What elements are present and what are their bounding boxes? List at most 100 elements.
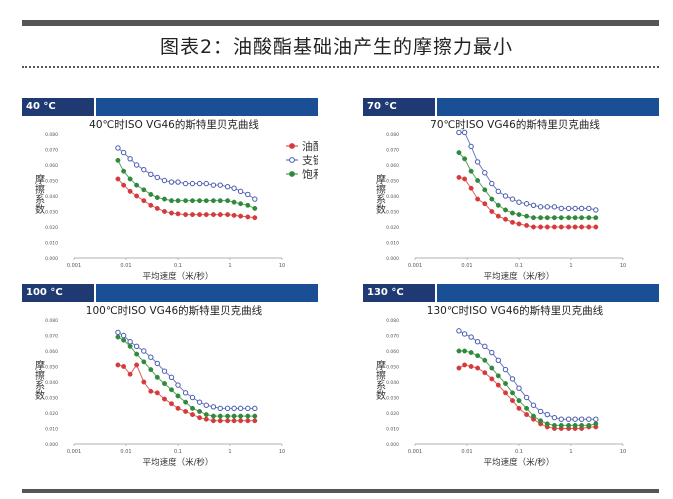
data-point-series1-14	[210, 404, 217, 410]
data-point-series0-17	[231, 418, 237, 424]
data-point-series0-10	[524, 412, 530, 418]
series-line-1	[458, 330, 596, 420]
data-point-series2-10	[183, 198, 189, 204]
data-point-series0-15	[217, 418, 223, 424]
data-point-series1-7	[161, 177, 168, 184]
data-point-series2-18	[238, 413, 244, 419]
data-point-series1-13	[544, 411, 550, 418]
data-point-series2-15	[558, 215, 564, 221]
data-point-series1-16	[565, 416, 572, 422]
data-point-series0-11	[531, 224, 536, 230]
data-point-series0-6	[154, 205, 160, 211]
data-point-series1-20	[252, 196, 258, 202]
x-axis-label: 平均速度（米/秒）	[143, 271, 214, 282]
data-point-series2-6	[495, 373, 501, 379]
data-point-series2-19	[586, 215, 592, 221]
data-point-series2-11	[190, 198, 195, 204]
data-point-series0-0	[115, 362, 121, 368]
data-point-series2-1	[462, 156, 468, 162]
data-point-series2-20	[252, 205, 258, 211]
dotted-divider	[22, 66, 659, 68]
data-point-series1-18	[578, 416, 585, 422]
data-point-series1-1	[461, 129, 468, 136]
chart-panel-40c: 40 °C 40℃时ISO VG46的斯特里贝克曲线 0.000 0.010 0.02…	[22, 98, 318, 286]
data-point-series2-10	[183, 399, 189, 405]
data-point-series2-4	[141, 187, 147, 193]
y-tick-label: 0.030	[45, 210, 58, 216]
data-point-series0-2	[468, 364, 474, 369]
data-point-series2-15	[558, 422, 564, 428]
x-tick-label: 0.001	[408, 263, 422, 269]
data-point-series0-6	[154, 390, 160, 396]
panel-header: 130 °C	[363, 284, 659, 302]
legend-label: 支链酯	[302, 153, 318, 167]
data-point-series2-5	[148, 192, 154, 197]
panel-header: 40 °C	[22, 98, 318, 116]
data-point-series1-13	[203, 180, 209, 187]
data-point-series2-5	[148, 367, 154, 373]
y-tick-label: 0.000	[386, 256, 399, 262]
data-point-series0-10	[524, 223, 530, 228]
chart-panel-70c: 70 °C 70℃时ISO VG46的斯特里贝克曲线 0.000 0.010 0.02…	[363, 98, 659, 286]
data-point-series1-19	[586, 416, 592, 422]
data-point-series2-10	[524, 213, 530, 219]
data-point-series2-0	[456, 150, 462, 156]
data-point-series0-9	[516, 405, 522, 411]
data-point-series2-0	[115, 157, 121, 163]
data-point-series1-3	[133, 162, 140, 168]
data-point-series0-1	[121, 364, 127, 369]
y-tick-label: 0.060	[386, 163, 399, 169]
data-point-series2-3	[475, 353, 481, 359]
y-tick-label: 0.080	[45, 132, 58, 138]
y-tick-label: 0.080	[386, 318, 399, 324]
data-point-series1-19	[586, 205, 592, 212]
y-tick-label: 0.060	[45, 349, 58, 355]
data-point-series0-8	[169, 401, 174, 407]
data-point-series1-16	[224, 184, 231, 190]
data-point-series0-12	[197, 212, 203, 218]
y-tick-label: 0.010	[45, 241, 58, 247]
data-point-series0-8	[510, 219, 515, 225]
data-point-series2-20	[593, 215, 599, 221]
data-point-series1-11	[189, 180, 196, 187]
top-rule	[22, 20, 659, 26]
x-axis-label: 平均速度（米/秒）	[484, 271, 555, 282]
data-point-series2-11	[190, 405, 195, 411]
data-point-series0-5	[148, 388, 154, 394]
data-point-series2-11	[531, 413, 536, 419]
data-point-series2-8	[510, 390, 515, 396]
data-point-series0-5	[489, 209, 495, 214]
data-point-series1-15	[558, 205, 564, 212]
data-point-series0-19	[245, 214, 251, 220]
data-point-series2-16	[566, 215, 572, 221]
data-point-series2-7	[503, 207, 508, 213]
data-point-series1-9	[175, 382, 181, 388]
data-point-series1-20	[593, 416, 599, 422]
data-point-series0-5	[148, 202, 154, 208]
data-point-series0-20	[593, 224, 599, 230]
data-point-series1-6	[154, 360, 161, 367]
y-tick-label: 0.050	[386, 179, 399, 185]
data-point-series1-18	[237, 405, 244, 412]
panel-temperature-label: 100 °C	[22, 284, 94, 302]
data-point-series2-2	[127, 176, 133, 182]
data-point-series1-14	[551, 204, 558, 210]
data-point-series0-13	[544, 224, 550, 230]
y-tick-label: 0.080	[386, 132, 399, 138]
data-point-series0-2	[127, 371, 133, 377]
data-point-series0-7	[162, 209, 167, 214]
chart-panel-130c: 130 °C 130℃时ISO VG46的斯特里贝克曲线 0.000 0.010 0.…	[363, 284, 659, 472]
chart-panel-100c: 100 °C 100℃时ISO VG46的斯特里贝克曲线 0.000 0.010 0.…	[22, 284, 318, 472]
data-point-series2-16	[225, 413, 231, 419]
data-point-series1-10	[523, 394, 530, 401]
y-tick-label: 0.000	[45, 256, 58, 262]
data-point-series0-16	[225, 212, 231, 218]
chart-title: 100℃时ISO VG46的斯特里贝克曲线	[86, 304, 263, 317]
panel-header-bar	[437, 98, 659, 116]
data-point-series1-19	[245, 191, 251, 198]
data-point-series2-1	[462, 348, 468, 354]
data-point-series2-15	[217, 198, 223, 204]
data-point-series2-18	[579, 422, 585, 428]
data-point-series1-13	[544, 204, 550, 210]
data-point-series2-3	[475, 178, 481, 183]
